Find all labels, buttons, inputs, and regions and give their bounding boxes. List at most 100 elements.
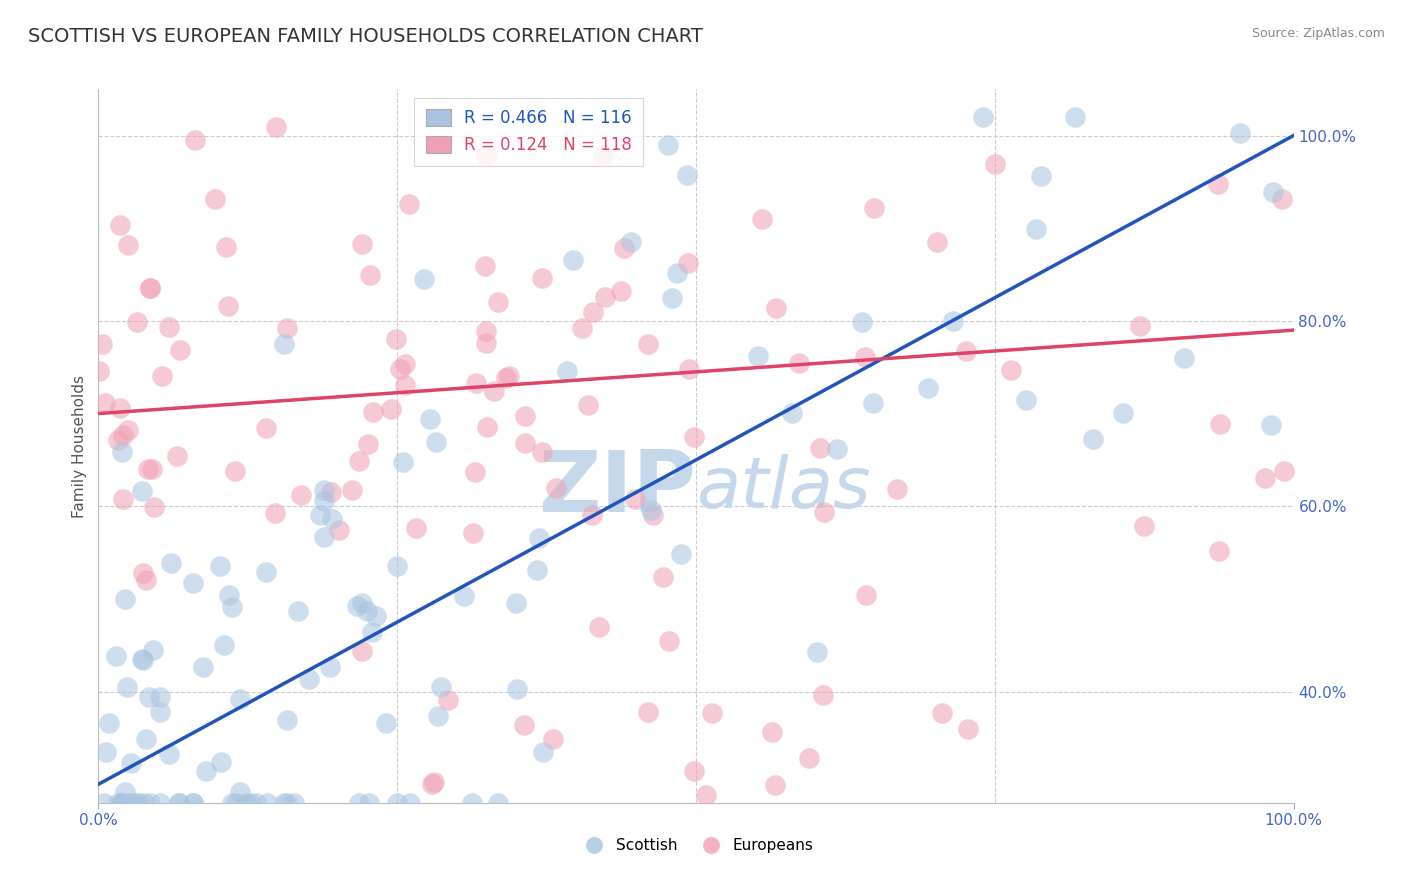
Point bbox=[398, 196, 420, 211]
Point bbox=[111, 796, 134, 810]
Point bbox=[110, 401, 132, 416]
Point bbox=[114, 785, 136, 799]
Point bbox=[495, 370, 517, 384]
Point bbox=[851, 315, 873, 329]
Point bbox=[588, 620, 610, 634]
Point bbox=[593, 290, 616, 304]
Point bbox=[1208, 177, 1230, 191]
Point bbox=[1208, 544, 1230, 558]
Point bbox=[312, 494, 335, 508]
Point bbox=[526, 563, 548, 577]
Point bbox=[141, 462, 163, 476]
Point bbox=[166, 449, 188, 463]
Point bbox=[221, 796, 243, 810]
Point bbox=[264, 120, 287, 134]
Point bbox=[149, 690, 172, 704]
Point bbox=[780, 406, 803, 420]
Point bbox=[120, 756, 142, 771]
Point bbox=[544, 481, 567, 495]
Point bbox=[678, 362, 700, 376]
Point bbox=[273, 796, 295, 810]
Point bbox=[195, 764, 218, 778]
Point bbox=[576, 398, 599, 412]
Point bbox=[453, 589, 475, 603]
Point bbox=[352, 596, 374, 610]
Point bbox=[931, 706, 953, 720]
Point bbox=[541, 732, 564, 747]
Point bbox=[134, 796, 156, 810]
Point bbox=[385, 796, 408, 810]
Point bbox=[761, 725, 783, 739]
Point bbox=[131, 483, 153, 498]
Y-axis label: Family Households: Family Households bbox=[72, 375, 87, 517]
Point bbox=[131, 651, 153, 665]
Point bbox=[392, 455, 415, 469]
Point bbox=[107, 796, 129, 810]
Point bbox=[359, 268, 381, 283]
Point bbox=[350, 237, 373, 252]
Point bbox=[557, 364, 579, 378]
Point bbox=[319, 485, 342, 500]
Point bbox=[283, 796, 305, 810]
Text: ZIP: ZIP bbox=[538, 447, 696, 531]
Point bbox=[157, 747, 180, 761]
Point bbox=[149, 706, 172, 720]
Point bbox=[571, 321, 593, 335]
Point bbox=[342, 483, 364, 497]
Point bbox=[124, 796, 146, 810]
Point bbox=[1015, 392, 1038, 407]
Point bbox=[530, 271, 553, 285]
Point bbox=[1025, 222, 1047, 236]
Point bbox=[1209, 417, 1232, 431]
Point bbox=[276, 713, 298, 727]
Point bbox=[110, 796, 132, 810]
Point bbox=[394, 378, 416, 392]
Point bbox=[506, 682, 529, 697]
Point bbox=[91, 336, 114, 351]
Point bbox=[385, 558, 408, 573]
Point bbox=[464, 465, 486, 479]
Point bbox=[239, 796, 262, 810]
Point bbox=[637, 705, 659, 719]
Point bbox=[139, 281, 162, 295]
Point bbox=[287, 604, 309, 618]
Point bbox=[461, 526, 484, 541]
Point bbox=[488, 295, 510, 310]
Point bbox=[112, 796, 135, 810]
Point bbox=[420, 777, 443, 791]
Point bbox=[623, 492, 645, 507]
Point bbox=[254, 421, 277, 435]
Point bbox=[927, 235, 949, 250]
Point bbox=[863, 201, 886, 215]
Point bbox=[357, 436, 380, 450]
Point bbox=[1173, 351, 1195, 365]
Point bbox=[1133, 519, 1156, 533]
Point bbox=[229, 691, 252, 706]
Point bbox=[1272, 464, 1295, 478]
Point bbox=[806, 645, 828, 659]
Point bbox=[641, 508, 664, 523]
Point bbox=[191, 660, 214, 674]
Point bbox=[107, 433, 129, 447]
Point bbox=[1029, 169, 1052, 183]
Point bbox=[609, 284, 631, 298]
Point bbox=[669, 547, 692, 561]
Point bbox=[488, 796, 510, 810]
Point bbox=[149, 796, 172, 810]
Point bbox=[811, 689, 834, 703]
Point bbox=[114, 591, 136, 606]
Point bbox=[298, 672, 321, 686]
Point bbox=[477, 420, 499, 434]
Point bbox=[127, 315, 149, 329]
Point bbox=[276, 796, 298, 810]
Point bbox=[309, 508, 332, 522]
Point bbox=[862, 395, 884, 409]
Point bbox=[314, 483, 336, 498]
Point bbox=[1260, 418, 1282, 433]
Point bbox=[142, 643, 165, 657]
Point bbox=[136, 462, 159, 476]
Point bbox=[93, 796, 115, 810]
Point bbox=[135, 732, 157, 747]
Point bbox=[1000, 363, 1022, 377]
Point bbox=[111, 491, 134, 506]
